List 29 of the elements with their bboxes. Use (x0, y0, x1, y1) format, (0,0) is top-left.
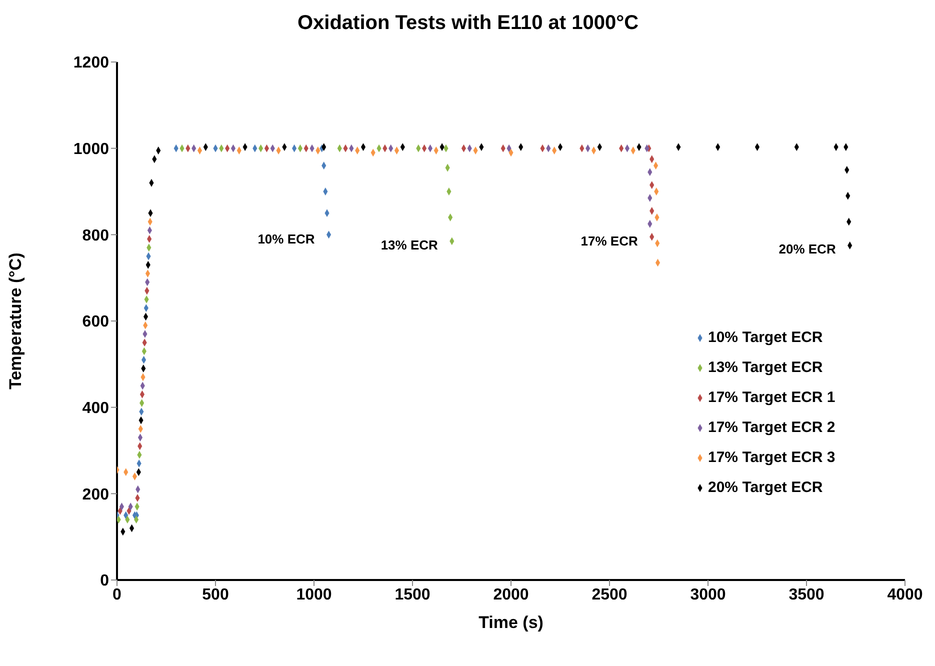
annotation: 20% ECR (778, 242, 836, 257)
y-tick-label: 800 (82, 227, 110, 244)
legend-label: 10% Target ECR (708, 329, 823, 346)
x-tick-label: 2000 (493, 586, 529, 604)
annotation: 17% ECR (580, 233, 638, 248)
legend-label: 17% Target ECR 1 (708, 389, 836, 406)
x-tick-label: 4000 (887, 586, 923, 604)
y-tick-label: 1200 (73, 54, 110, 72)
y-tick-label: 0 (100, 572, 110, 590)
legend-label: 17% Target ECR 3 (708, 449, 836, 466)
x-tick-label: 3000 (690, 586, 726, 604)
legend-label: 17% Target ECR 2 (708, 419, 836, 436)
annotation: 10% ECR (258, 231, 315, 246)
legend-label: 13% Target ECR (708, 359, 823, 376)
x-axis-title: Time (s) (478, 613, 544, 632)
legend-label: 20% Target ECR (708, 479, 823, 496)
y-tick-label: 400 (82, 400, 110, 418)
x-tick-label: 3500 (788, 586, 824, 604)
x-tick-label: 1000 (296, 586, 332, 604)
x-tick-label: 1500 (394, 586, 430, 604)
y-axis-title: Temperature (°C) (6, 252, 26, 390)
x-tick-label: 500 (202, 586, 229, 604)
y-tick-label: 1000 (73, 141, 110, 158)
x-tick-label: 0 (112, 586, 122, 604)
annotation: 13% ECR (380, 238, 438, 253)
y-tick-label: 200 (82, 486, 110, 504)
chart-title: Oxidation Tests with E110 at 1000°C (296, 12, 640, 35)
y-tick-label: 600 (82, 314, 110, 331)
x-tick-label: 2500 (592, 586, 628, 604)
